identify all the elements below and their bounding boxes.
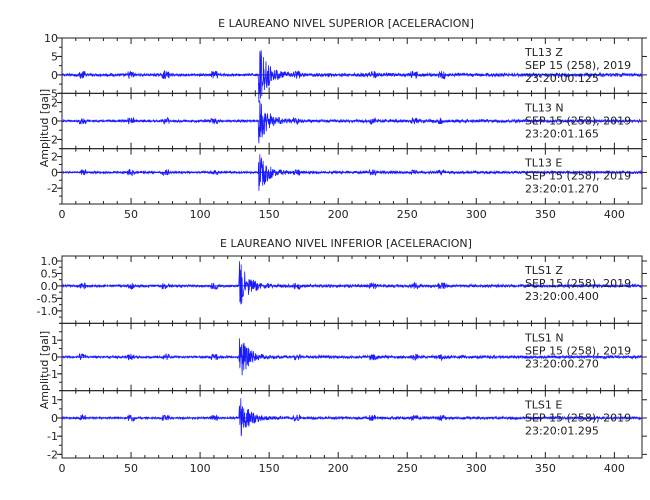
x-tick-label: 300 — [466, 462, 487, 475]
y-tick-label: -1 — [47, 430, 58, 443]
seismogram-trace — [61, 50, 643, 103]
seismogram-trace — [61, 261, 643, 305]
date-label: SEP 15 (258), 2019 — [525, 412, 631, 425]
station-component-label: TLS1 E — [524, 399, 562, 412]
time-label: 23:20:01.270 — [525, 183, 599, 196]
date-label: SEP 15 (258), 2019 — [525, 344, 631, 357]
y-tick-label: 0 — [51, 166, 58, 179]
station-component-label: TL13 E — [524, 157, 562, 170]
station-component-label: TLS1 Z — [524, 264, 563, 277]
y-tick-label: 1 — [51, 394, 58, 407]
y-tick-label: 0 — [51, 351, 58, 364]
x-tick-label: 250 — [397, 462, 418, 475]
time-label: 23:20:00.125 — [525, 72, 599, 85]
time-label: 23:20:00.270 — [525, 357, 599, 370]
y-tick-label: 2 — [51, 97, 58, 110]
time-label: 23:20:01.165 — [525, 127, 599, 140]
date-label: SEP 15 (258), 2019 — [525, 170, 631, 183]
y-tick-label: -1.0 — [37, 305, 58, 318]
time-label: 23:20:00.400 — [525, 290, 599, 303]
y-tick-label: -2 — [47, 448, 58, 461]
y-tick-label: 0 — [51, 115, 58, 128]
y-tick-label: 1 — [51, 334, 58, 347]
date-label: SEP 15 (258), 2019 — [525, 277, 631, 290]
y-tick-label: 1.0 — [41, 255, 59, 268]
date-label: SEP 15 (258), 2019 — [525, 114, 631, 127]
x-tick-label: 100 — [190, 208, 211, 221]
x-tick-label: 250 — [397, 208, 418, 221]
y-tick-label: -0.5 — [37, 292, 58, 305]
y-tick-label: -1 — [47, 368, 58, 381]
x-tick-label: 50 — [124, 208, 138, 221]
y-tick-label: 10 — [44, 32, 58, 45]
y-axis-label: Amplitud [gal] — [38, 331, 51, 409]
y-tick-label: -2 — [47, 182, 58, 195]
station-component-label: TL13 Z — [524, 46, 563, 59]
x-tick-label: 0 — [59, 462, 66, 475]
seismogram-trace — [61, 154, 643, 191]
y-tick-label: 0 — [51, 412, 58, 425]
x-tick-label: 150 — [259, 208, 280, 221]
y-tick-label: -2 — [47, 133, 58, 146]
chart-title: E LAUREANO NIVEL SUPERIOR [ACELERACION] — [218, 17, 474, 30]
x-tick-label: 350 — [535, 208, 556, 221]
y-tick-label: 0.0 — [41, 280, 59, 293]
x-tick-label: 400 — [604, 462, 625, 475]
time-label: 23:20:01.295 — [525, 425, 599, 438]
x-tick-label: 50 — [124, 462, 138, 475]
station-component-label: TLS1 N — [524, 331, 564, 344]
x-tick-label: 100 — [190, 462, 211, 475]
x-tick-label: 200 — [328, 208, 349, 221]
x-tick-label: 400 — [604, 208, 625, 221]
station-component-label: TL13 N — [524, 101, 564, 114]
y-tick-label: 5 — [51, 50, 58, 63]
seismogram-trace — [61, 338, 643, 376]
y-tick-label: 2 — [51, 151, 58, 164]
seismogram-trace — [61, 398, 643, 437]
seismogram-trace — [61, 100, 643, 144]
x-tick-label: 0 — [59, 208, 66, 221]
x-tick-label: 150 — [259, 462, 280, 475]
y-axis-label: Amplitud [gal] — [38, 89, 51, 167]
chart-inferior: E LAUREANO NIVEL INFERIOR [ACELERACION] … — [37, 237, 647, 475]
chart-title: E LAUREANO NIVEL INFERIOR [ACELERACION] — [220, 237, 472, 250]
date-label: SEP 15 (258), 2019 — [525, 59, 631, 72]
x-tick-label: 200 — [328, 462, 349, 475]
x-tick-label: 300 — [466, 208, 487, 221]
y-tick-label: 0.5 — [41, 267, 59, 280]
y-tick-label: 0 — [51, 69, 58, 82]
x-tick-label: 350 — [535, 462, 556, 475]
y-tick-label: -5 — [47, 87, 58, 100]
chart-superior: E LAUREANO NIVEL SUPERIOR [ACELERACION] … — [38, 17, 647, 221]
